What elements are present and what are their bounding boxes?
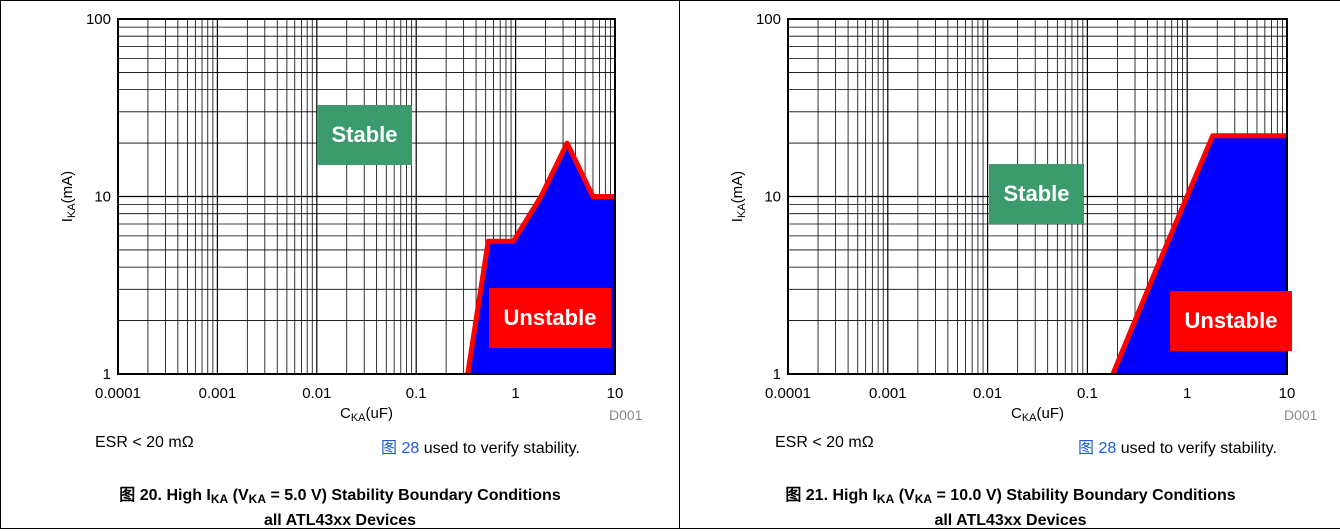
caption-sub-2: KA [914, 492, 933, 506]
x-tick-label: 0.1 [1077, 385, 1098, 402]
unstable-region-label: Unstable [489, 288, 611, 348]
y-tick-label: 10 [764, 189, 781, 206]
caption-line2: all ATL43xx Devices [263, 512, 417, 529]
y-tick-label: 10 [94, 189, 111, 206]
x-tick-label: 0.1 [406, 385, 427, 402]
caption-sub-1: KA [876, 492, 895, 506]
caption-title-3: = 5.0 V) Stability Boundary Conditions [266, 487, 561, 504]
unstable-region-label: Unstable [1170, 291, 1292, 351]
y-axis-label: IKA(mA) [59, 171, 78, 222]
x-tick-label: 1 [511, 385, 519, 402]
stability-boundary-line [1110, 133, 1287, 375]
x-tick-label: 10 [1279, 385, 1296, 402]
caption-line2: all ATL43xx Devices [934, 512, 1087, 529]
figure-20-panel: 0.0001 0.001 0.01 0.1 1 10 1 10 100 CKA(uF) IKA(mA… [0, 0, 680, 529]
plot-frame [117, 18, 616, 375]
x-tick-label: 1 [1183, 385, 1191, 402]
stability-chart-20: 0.0001 0.001 0.01 0.1 1 10 1 10 100 CKA(uF) IKA(mA… [59, 11, 624, 424]
caption-title-1: High I [166, 487, 211, 504]
figure-code: D001 [609, 407, 643, 423]
x-tick-label: 0.01 [973, 385, 1002, 402]
caption-sub-2: KA [248, 492, 267, 506]
x-tick-label: 0.0001 [765, 385, 811, 402]
x-axis-label: CKA(uF) [1011, 405, 1064, 424]
figure-number: 20. [139, 487, 162, 504]
figure-28-link[interactable]: 图 28 [1078, 440, 1117, 457]
y-tick-label: 1 [103, 366, 111, 383]
verify-note-text: used to verify stability. [419, 440, 580, 457]
x-tick-label: 0.0001 [95, 385, 141, 402]
plot-frame [787, 18, 1288, 375]
caption-sub-1: KA [210, 492, 229, 506]
figure-21-panel: 0.0001 0.001 0.01 0.1 1 10 1 10 100 CKA(uF) IKA(mA… [679, 0, 1340, 529]
y-tick-label: 100 [756, 11, 781, 28]
figure-label: 图 [119, 487, 136, 504]
stability-boundary-line [465, 140, 615, 375]
caption-title-3: = 10.0 V) Stability Boundary Conditions [932, 487, 1236, 504]
verify-note: 图 28 used to verify stability. [381, 434, 580, 458]
x-tick-label: 0.001 [199, 385, 237, 402]
esr-note: ESR < 20 mΩ [775, 434, 874, 451]
y-tick-label: 100 [86, 11, 111, 28]
verify-note: 图 28 used to verify stability. [1078, 434, 1277, 458]
x-tick-label: 0.01 [302, 385, 331, 402]
figure-label: 图 [785, 487, 802, 504]
caption-title-2: (V [228, 487, 249, 504]
y-tick-label: 1 [773, 366, 781, 383]
stable-region-label: Stable [317, 105, 412, 165]
figure-code: D001 [1284, 407, 1318, 423]
y-axis-label: IKA(mA) [729, 171, 748, 222]
caption-title-2: (V [894, 487, 915, 504]
stable-region-label: Stable [989, 164, 1084, 224]
figure-20-caption: 图 20. High IKA (VKA = 5.0 V) Stability B… [1, 485, 679, 531]
esr-note: ESR < 20 mΩ [95, 434, 194, 451]
verify-note-text: used to verify stability. [1116, 440, 1277, 457]
figure-28-link[interactable]: 图 28 [381, 440, 420, 457]
figure-21-caption: 图 21. High IKA (VKA = 10.0 V) Stability … [680, 485, 1340, 531]
figure-number: 21. [805, 487, 829, 504]
x-tick-label: 0.001 [869, 385, 907, 402]
caption-title-1: High I [832, 487, 877, 504]
x-tick-label: 10 [607, 385, 624, 402]
x-axis-label: CKA(uF) [340, 405, 393, 424]
